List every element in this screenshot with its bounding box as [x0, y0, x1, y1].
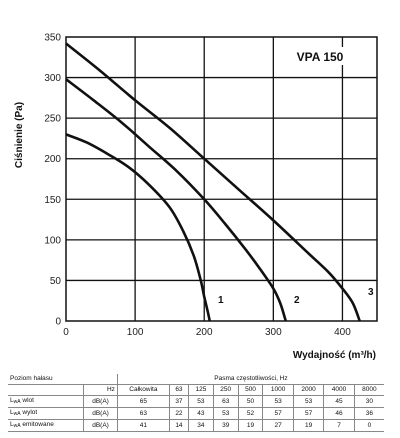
cell-8000: 30	[353, 395, 384, 408]
table-header-63: 63	[168, 384, 190, 396]
x-tick-label: 200	[196, 327, 213, 338]
table-header-row-2: Hz Całkowita 63 125 250 500 1000 2000 40…	[8, 384, 384, 396]
y-tick-label: 0	[55, 317, 61, 328]
cell-4000: 7	[323, 419, 355, 432]
row-label-rest: emitowane	[20, 421, 54, 428]
ticks-layer: 0 50 100 150 200 250 300 350 0 100 200 300 400	[44, 33, 351, 339]
cell-2000: 53	[292, 395, 325, 408]
table-header-noise-level: Poziom hałasu	[10, 375, 53, 382]
cell-total: 65	[116, 395, 170, 408]
row-label: LwA wylot	[8, 407, 85, 420]
curve-label-background	[365, 286, 376, 298]
table-header-1000: 1000	[262, 384, 294, 396]
table-header-blank	[8, 384, 85, 396]
row-label-rest: wlot	[20, 397, 34, 404]
curve-label-background	[215, 294, 226, 306]
row-label-main: L	[10, 421, 14, 428]
plot-frame	[65, 36, 378, 322]
table-row: LwA wylot dB(A) 63 22 43 53 52 57 57 46 …	[8, 407, 384, 420]
row-label-sub: wA	[13, 411, 21, 417]
curve-2	[65, 78, 288, 322]
row-label-main: L	[10, 397, 14, 404]
curves-layer: 1 2 3	[65, 42, 376, 322]
cell-63: 37	[168, 395, 190, 408]
cell-63: 22	[168, 407, 190, 420]
cell-1000: 57	[262, 407, 294, 420]
y-tick-label: 100	[44, 235, 61, 246]
table-header-total: Całkowita	[116, 384, 170, 396]
table-header-empty	[84, 374, 118, 385]
curve-label-2: 2	[294, 295, 300, 306]
cell-500: 52	[237, 407, 264, 420]
chart-title: VPA 150	[297, 50, 344, 64]
row-unit: dB(A)	[83, 395, 118, 408]
cell-2000: 57	[292, 407, 325, 420]
cell-4000: 45	[323, 395, 355, 408]
title-background	[292, 47, 348, 65]
x-tick-label: 400	[334, 327, 351, 338]
cell-125: 43	[188, 407, 214, 420]
table-header-250: 250	[212, 384, 239, 396]
cell-4000: 46	[323, 407, 355, 420]
x-tick-label: 300	[265, 327, 282, 338]
x-tick-label: 0	[63, 327, 69, 338]
cell-500: 19	[237, 419, 264, 432]
y-tick-label: 50	[50, 276, 62, 287]
cell-500: 50	[237, 395, 264, 408]
curve-3	[65, 42, 361, 322]
cell-125: 53	[188, 395, 214, 408]
cell-total: 63	[116, 407, 170, 420]
y-tick-label: 150	[44, 195, 61, 206]
y-axis-label: Ciśnienie (Pa)	[14, 102, 25, 168]
curve-1	[65, 133, 212, 322]
table-header-frequency-bands: Pasma częstotliwości, Hz	[116, 374, 384, 385]
curve-label-background	[291, 294, 302, 306]
row-label-sub: wA	[13, 423, 21, 429]
row-label-sub: wA	[13, 399, 21, 405]
table-header-2000: 2000	[292, 384, 325, 396]
table-header-4000: 4000	[323, 384, 355, 396]
cell-8000: 0	[353, 419, 384, 432]
cell-8000: 36	[353, 407, 384, 420]
y-tick-label: 300	[44, 73, 61, 84]
cell-1000: 53	[262, 395, 294, 408]
cell-250: 53	[212, 407, 239, 420]
curve-label-1: 1	[218, 295, 224, 306]
table-header-hz: Hz	[83, 384, 118, 396]
cell-250: 39	[212, 419, 239, 432]
table-row: LwA emitowane dB(A) 41 14 34 39 19 27 19…	[8, 419, 384, 432]
cell-2000: 19	[292, 419, 325, 432]
y-tick-label: 200	[44, 154, 61, 165]
cell-250: 63	[212, 395, 239, 408]
table-row: LwA wlot dB(A) 65 37 53 63 50 53 53 45 3…	[8, 395, 384, 408]
table-header-125: 125	[188, 384, 214, 396]
x-axis-label: Wydajność (m³/h)	[293, 350, 376, 361]
table-header-8000: 8000	[353, 384, 384, 396]
cell-125: 34	[188, 419, 214, 432]
row-label-rest: wylot	[20, 409, 38, 416]
fan-performance-chart: 1 2 3 0 50 100 150 200 250 300 350 0 100 200 300 400 C…	[14, 33, 378, 361]
x-tick-label: 100	[127, 327, 144, 338]
table-header-row-1: Poziom hałasu Pasma częstotliwości, Hz	[8, 374, 384, 385]
table-header-500: 500	[237, 384, 264, 396]
cell-1000: 27	[262, 419, 294, 432]
row-unit: dB(A)	[83, 407, 118, 420]
cell-63: 14	[168, 419, 190, 432]
y-tick-label: 250	[44, 114, 61, 125]
row-unit: dB(A)	[83, 419, 118, 432]
y-tick-label: 350	[44, 33, 61, 44]
curve-label-3: 3	[368, 287, 374, 298]
row-label: LwA emitowane	[8, 419, 85, 432]
cell-total: 41	[116, 419, 170, 432]
noise-level-table: Poziom hałasu Pasma częstotliwości, Hz H…	[8, 374, 384, 432]
row-label-main: L	[10, 409, 14, 416]
row-label: LwA wlot	[8, 395, 85, 408]
